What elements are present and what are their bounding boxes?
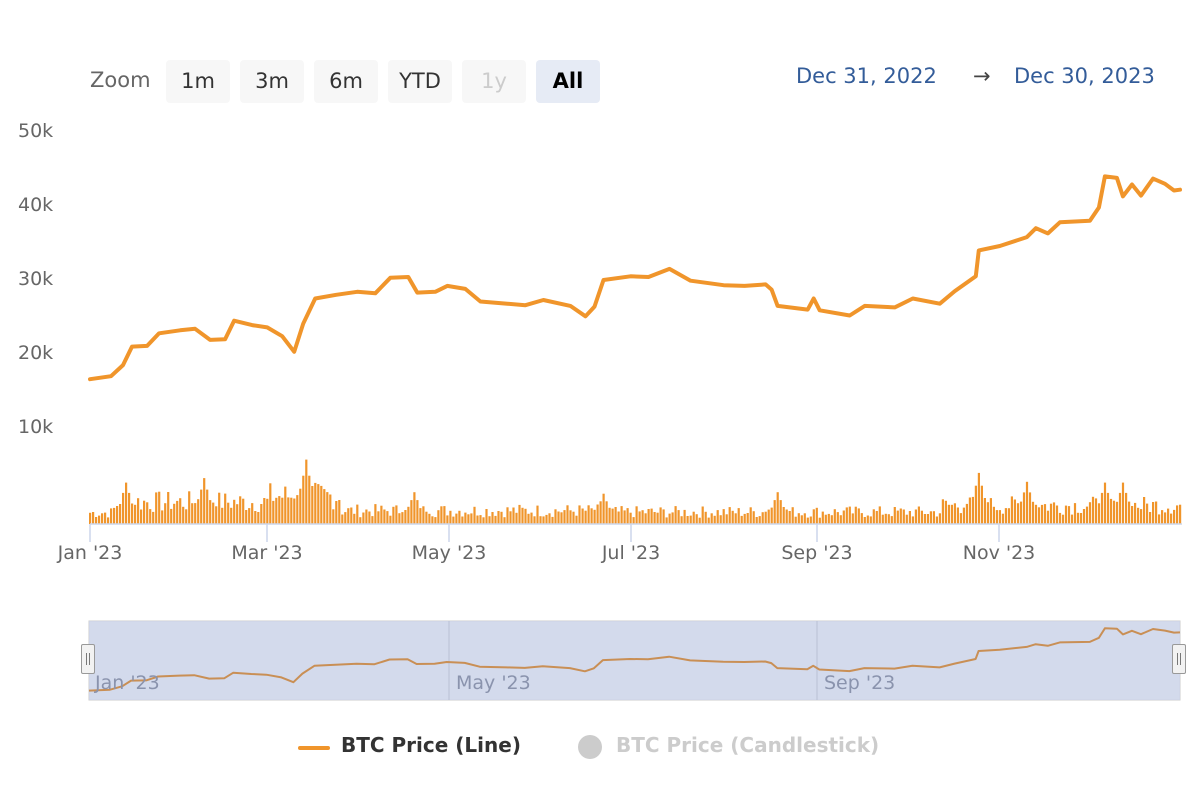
x-tick-nov: Nov '23 bbox=[962, 542, 1036, 564]
zoom-label: Zoom bbox=[90, 68, 151, 92]
volume-series bbox=[89, 459, 1182, 524]
zoom-1m-button[interactable]: 1m bbox=[166, 60, 230, 103]
navigator-tick-sep: Sep '23 bbox=[824, 672, 896, 694]
x-tick-jan: Jan '23 bbox=[57, 542, 123, 564]
range-from-date[interactable]: Dec 31, 2022 bbox=[796, 64, 937, 88]
legend-item-btc-line[interactable]: BTC Price (Line) bbox=[341, 733, 521, 757]
navigator-tick-may: May '23 bbox=[456, 672, 531, 694]
y-tick-30k: 30k bbox=[18, 268, 54, 290]
navigator-mask[interactable] bbox=[89, 621, 1180, 700]
zoom-ytd-button[interactable]: YTD bbox=[388, 60, 452, 103]
range-arrow: → bbox=[973, 64, 991, 88]
navigator-right-handle[interactable] bbox=[1172, 644, 1186, 674]
navigator-series bbox=[88, 627, 1181, 692]
navigator-tick-jan: Jan '23 bbox=[95, 672, 160, 694]
x-tick-mar: Mar '23 bbox=[231, 542, 303, 564]
legend-item-btc-candlestick[interactable]: BTC Price (Candlestick) bbox=[616, 733, 880, 757]
legend-line-swatch-icon bbox=[298, 746, 330, 750]
legend-circle-swatch-icon bbox=[578, 735, 602, 759]
y-tick-40k: 40k bbox=[18, 194, 54, 216]
zoom-1y-button[interactable]: 1y bbox=[462, 60, 526, 103]
x-axis-ticks bbox=[89, 524, 1000, 542]
navigator-left-handle[interactable] bbox=[81, 644, 95, 674]
x-tick-jul: Jul '23 bbox=[601, 542, 661, 564]
zoom-all-button[interactable]: All bbox=[536, 60, 600, 103]
zoom-6m-button[interactable]: 6m bbox=[314, 60, 378, 103]
range-to-date[interactable]: Dec 30, 2023 bbox=[1014, 64, 1155, 88]
y-tick-20k: 20k bbox=[18, 342, 54, 364]
zoom-3m-button[interactable]: 3m bbox=[240, 60, 304, 103]
x-tick-sep: Sep '23 bbox=[781, 542, 853, 564]
price-line-series[interactable] bbox=[88, 174, 1182, 382]
y-tick-50k: 50k bbox=[18, 120, 54, 142]
y-tick-10k: 10k bbox=[18, 416, 54, 438]
x-tick-may: May '23 bbox=[411, 542, 487, 564]
